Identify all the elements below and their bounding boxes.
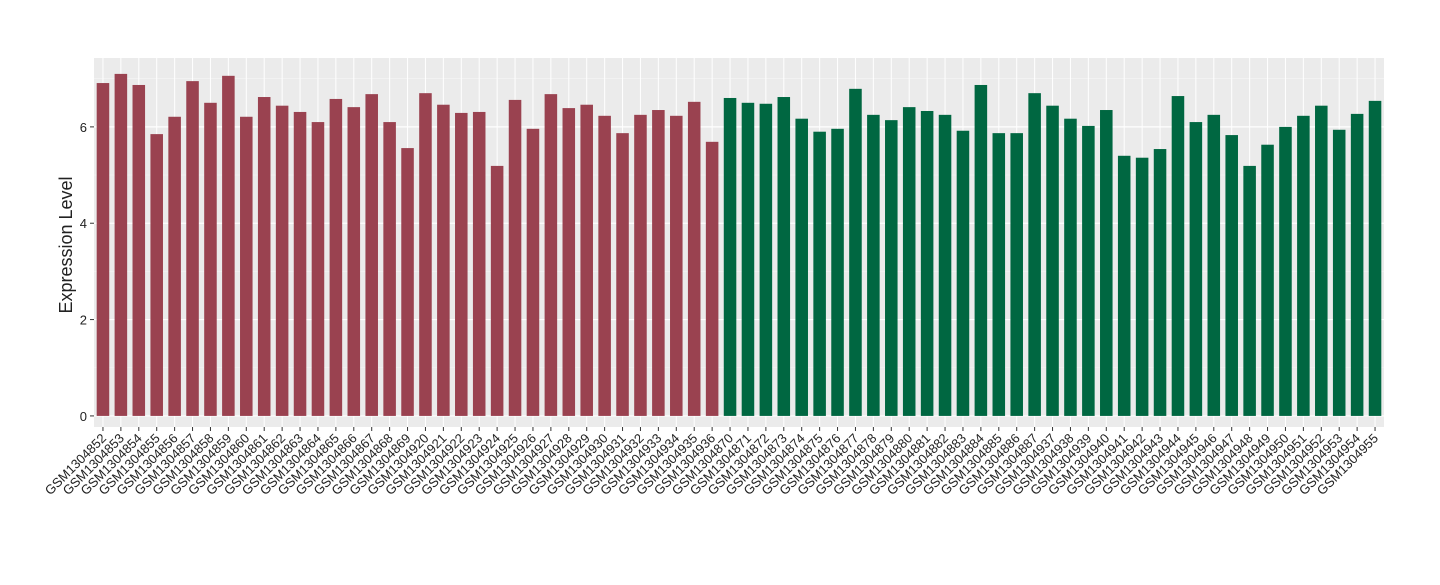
bar [150,134,163,416]
bar [598,115,611,416]
bar [544,94,558,416]
bar [1315,105,1328,416]
bar [240,116,253,416]
bar [329,98,343,416]
bar [956,130,970,416]
bar [365,94,378,416]
bar [1135,157,1149,416]
bar [401,148,414,416]
bar [1064,118,1077,416]
y-tick-label: 6 [80,120,87,135]
bar [490,165,504,416]
bar [831,128,844,416]
bar [759,103,773,416]
bar [849,88,862,416]
bar [419,93,432,416]
bar [1046,105,1059,416]
bar [168,116,181,416]
bar [723,97,737,416]
bar [222,75,235,416]
bar [132,84,146,416]
bar [472,111,486,416]
bar [580,104,593,416]
bar [1243,165,1256,416]
bar [1261,144,1274,416]
bar [1225,135,1238,416]
y-axis-title: Expression Level [56,176,76,313]
bar [1171,96,1185,416]
bar [275,105,289,416]
bar [687,101,701,416]
bar [813,131,826,416]
bar [938,114,952,416]
bar [347,107,361,416]
bar [293,111,307,416]
y-tick-label: 4 [80,216,87,231]
panel [94,58,1384,427]
bar [1028,93,1041,416]
bar [974,84,988,416]
bar [867,114,880,416]
bar [1279,126,1292,416]
bar [1368,100,1382,416]
bar [652,110,665,416]
bar [204,102,217,416]
bar [705,141,719,416]
bar [795,118,808,416]
bar [1207,114,1221,416]
bar [437,104,450,416]
bar [96,83,110,416]
bar [455,112,468,416]
bar [1297,115,1310,416]
bar [508,99,522,416]
bar [992,133,1006,416]
bar [777,97,791,416]
bar [186,81,199,416]
bar [741,102,755,416]
bar [902,107,916,416]
bar [1100,110,1113,416]
bar [616,133,629,416]
y-tick-label: 0 [80,409,87,424]
bar [1153,149,1167,416]
bar [634,114,647,416]
bar [257,97,271,416]
bar [670,115,683,416]
bar [311,122,325,416]
bar [1332,129,1346,416]
bar [1350,113,1364,416]
bar [383,122,396,416]
bar [1117,155,1131,416]
bar [1189,122,1203,416]
bar [114,73,128,416]
bar [1010,133,1023,416]
bar [1082,125,1095,416]
bar [920,110,934,416]
bar [526,128,540,416]
bar [885,120,898,416]
y-tick-label: 2 [80,313,87,328]
bar [562,108,576,416]
